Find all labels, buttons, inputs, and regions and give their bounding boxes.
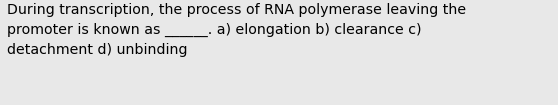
- Text: During transcription, the process of RNA polymerase leaving the
promoter is know: During transcription, the process of RNA…: [7, 3, 466, 57]
